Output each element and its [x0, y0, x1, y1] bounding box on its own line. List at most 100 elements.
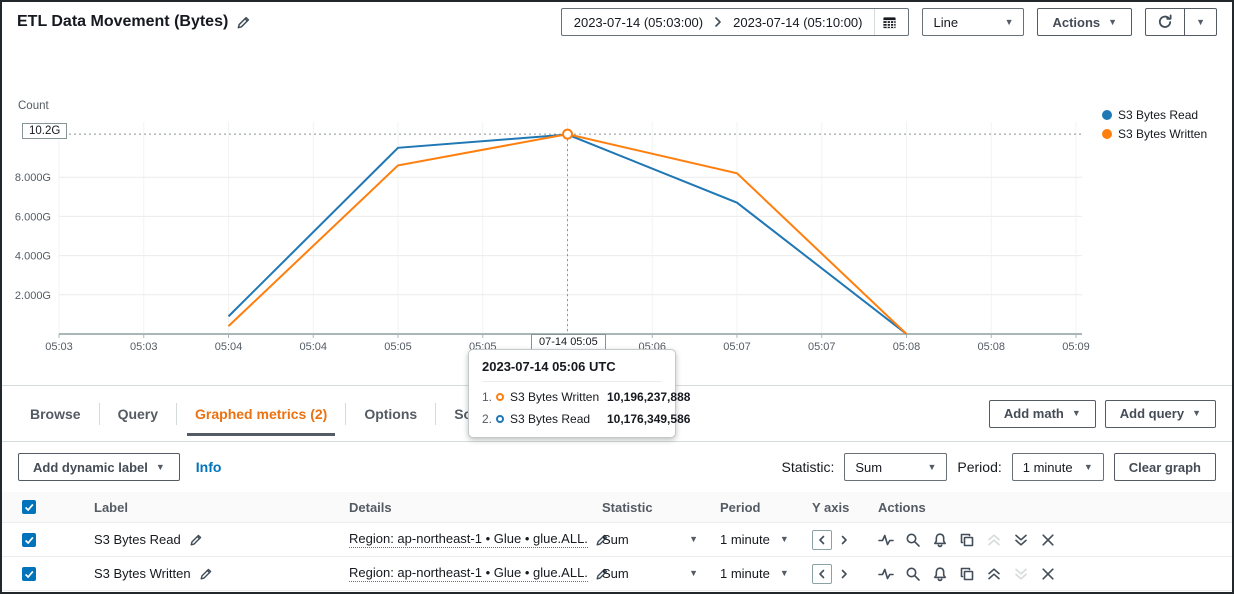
row-checkbox[interactable] [22, 532, 36, 547]
graph-this-metric-icon[interactable] [878, 566, 894, 582]
legend-item[interactable]: S3 Bytes Read [1102, 108, 1207, 122]
tooltip-series-value: 10,176,349,586 [607, 412, 691, 426]
period-value: 1 minute [1022, 459, 1073, 475]
tooltip-series-name: S3 Bytes Read [510, 412, 591, 426]
y-axis-left-button[interactable] [812, 529, 832, 550]
column-header-label: Label [94, 499, 128, 515]
statistic-label: Statistic: [781, 459, 835, 475]
column-header-period: Period [720, 499, 761, 515]
statistic-period-controls: Statistic: Sum ▼ Period: 1 minute ▼ Clea… [781, 453, 1216, 481]
chevron-down-icon: ▼ [1083, 461, 1093, 472]
x-tick-label: 05:08 [977, 341, 1005, 353]
row-statistic-select[interactable]: Sum ▼ [602, 532, 720, 547]
tooltip-title: 2023-07-14 05:06 UTC [482, 359, 662, 382]
calendar-icon[interactable] [874, 9, 904, 35]
tooltip-series-value: 10,196,237,888 [607, 390, 691, 404]
series-ring-icon [496, 415, 504, 423]
y-tick-label: 4.000G [15, 251, 51, 263]
add-query-button[interactable]: Add query ▼ [1104, 399, 1216, 428]
metric-details[interactable]: Region: ap-northeast-1 • Glue • glue.ALL… [349, 531, 588, 548]
clear-graph-label: Clear graph [1128, 459, 1201, 475]
edit-details-pencil-icon[interactable] [595, 567, 609, 581]
tooltip-rank: 2. [482, 412, 493, 426]
refresh-icon [1159, 14, 1172, 28]
legend-dot [1102, 129, 1112, 139]
y-axis-right-button[interactable] [838, 568, 850, 580]
info-link[interactable]: Info [195, 459, 222, 475]
duplicate-icon[interactable] [959, 566, 975, 582]
tab-divider [345, 402, 347, 425]
tab-label: Graphed metrics (2) [195, 405, 328, 422]
tooltip-rank: 1. [482, 390, 493, 404]
line-chart-canvas[interactable]: 05:03 05:03 05:04 05:04 05:05 05:05 05:06 05:07… [2, 42, 1234, 385]
tab-label: Browse [30, 405, 81, 422]
add-math-label: Add math [1003, 406, 1064, 421]
legend-item[interactable]: S3 Bytes Written [1102, 127, 1207, 141]
create-alarm-bell-icon[interactable] [932, 532, 948, 548]
y-axis-left-button[interactable] [812, 563, 832, 584]
move-up-icon[interactable] [986, 566, 1002, 582]
refresh-button[interactable] [1146, 9, 1184, 35]
clear-graph-button[interactable]: Clear graph [1113, 453, 1216, 481]
add-dynamic-label-button[interactable]: Add dynamic label ▼ [18, 453, 180, 481]
select-all-checkbox[interactable] [22, 500, 36, 514]
metric-row: S3 Bytes Written Region: ap-northeast-1 … [2, 557, 1232, 591]
refresh-options-button[interactable]: ▼ [1184, 9, 1216, 35]
edit-label-pencil-icon[interactable] [199, 567, 213, 581]
tab-graphed-metrics[interactable]: Graphed metrics (2) [177, 386, 345, 442]
chevron-right-icon [715, 17, 721, 27]
tab-options[interactable]: Options [346, 386, 435, 442]
chevron-down-icon: ▼ [1196, 16, 1205, 27]
x-tick-label: 05:08 [893, 341, 921, 353]
zoom-search-icon[interactable] [905, 532, 921, 548]
actions-button[interactable]: Actions ▼ [1037, 8, 1133, 36]
hover-data-point [562, 128, 573, 140]
row-statistic-select[interactable]: Sum ▼ [602, 566, 720, 581]
row-checkbox[interactable] [22, 566, 36, 581]
legend-label: S3 Bytes Read [1118, 108, 1199, 122]
add-math-button[interactable]: Add math ▼ [988, 399, 1096, 428]
x-tick-label: 05:03 [130, 341, 158, 353]
y-tick-label: 6.000G [15, 211, 51, 223]
tooltip-series-name: S3 Bytes Written [510, 390, 600, 404]
statistic-select[interactable]: Sum ▼ [844, 453, 948, 481]
chevron-down-icon: ▼ [927, 461, 937, 472]
period-select[interactable]: 1 minute ▼ [1011, 453, 1104, 481]
chart-type-value: Line [933, 14, 959, 30]
tab-label: Query [117, 405, 159, 422]
zoom-search-icon[interactable] [905, 566, 921, 582]
tab-divider [176, 402, 178, 425]
chevron-down-icon: ▼ [1192, 408, 1201, 418]
time-range-picker[interactable]: 2023-07-14 (05:03:00) 2023-07-14 (05:10:… [560, 8, 910, 36]
period-label: Period: [957, 459, 1002, 475]
edit-label-pencil-icon[interactable] [189, 533, 203, 547]
chart-legend: S3 Bytes Read S3 Bytes Written [1102, 108, 1207, 146]
create-alarm-bell-icon[interactable] [932, 566, 948, 582]
remove-metric-icon[interactable] [1040, 532, 1056, 548]
column-header-details: Details [349, 499, 392, 515]
row-statistic-value: Sum [602, 566, 629, 581]
row-period-select[interactable]: 1 minute ▼ [720, 532, 812, 547]
y-axis-right-button[interactable] [838, 534, 850, 546]
edit-details-pencil-icon[interactable] [595, 533, 609, 547]
y-axis-title: Count [18, 100, 49, 112]
remove-metric-icon[interactable] [1040, 566, 1056, 582]
graph-this-metric-icon[interactable] [878, 532, 894, 548]
move-down-icon [1013, 566, 1029, 582]
metric-details[interactable]: Region: ap-northeast-1 • Glue • glue.ALL… [349, 565, 588, 582]
chart-tooltip: 2023-07-14 05:06 UTC 1. S3 Bytes Written… [468, 349, 690, 438]
chevron-left-icon [819, 569, 825, 578]
chart-type-select[interactable]: Line ▼ [922, 8, 1025, 36]
tab-query[interactable]: Query [100, 386, 176, 442]
chevron-down-icon: ▼ [779, 534, 789, 544]
tab-browse[interactable]: Browse [12, 386, 99, 442]
x-tick-label: 05:04 [299, 341, 327, 353]
metric-label: S3 Bytes Read [94, 532, 181, 547]
row-period-select[interactable]: 1 minute ▼ [720, 566, 812, 581]
metrics-table-header: Label Details Statistic Period Y axis Ac… [2, 492, 1232, 523]
edit-title-pencil-icon[interactable] [236, 15, 251, 30]
duplicate-icon[interactable] [959, 532, 975, 548]
move-down-icon[interactable] [1013, 532, 1029, 548]
tab-bar-actions: Add math ▼ Add query ▼ [988, 399, 1226, 428]
chevron-down-icon: ▼ [689, 568, 698, 578]
